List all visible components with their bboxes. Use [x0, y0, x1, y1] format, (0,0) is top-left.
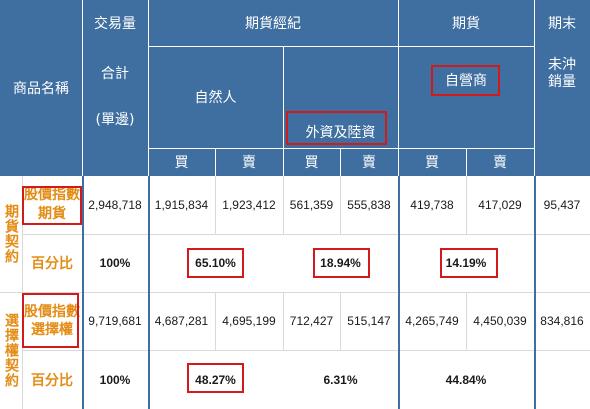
header-divider [283, 46, 284, 176]
header-divider [148, 0, 149, 176]
row-label-index-futures: 股價指數期貨 [24, 187, 80, 222]
volume-side-label: (單邊) [95, 112, 135, 128]
proprietary-label: 自營商 [445, 73, 487, 89]
header-foreign-sell: 賣 [340, 148, 398, 176]
col-divider [340, 176, 341, 234]
header-proprietary: 自營商 [398, 46, 534, 148]
futures-pct-open-interest [534, 234, 590, 292]
index-futures-natural-buy: 1,915,834 [148, 176, 215, 234]
index-futures-natural-sell: 1,923,412 [215, 176, 283, 234]
header-volume: 交易量 合計 (單邊) [82, 0, 148, 176]
highlight-box-futures-pct-foreign [313, 248, 370, 278]
open-interest-label: 未沖銷量 [548, 57, 576, 90]
col-divider [283, 176, 284, 234]
header-divider [340, 148, 341, 176]
index-options-natural-buy: 4,687,281 [148, 292, 215, 350]
header-divider [82, 0, 83, 176]
index-futures-foreign-sell: 555,838 [340, 176, 398, 234]
header-divider [215, 148, 216, 176]
foreign-mainland-label: 外資及陸資 [305, 125, 376, 141]
row-label-options-pct: 百分比 [31, 372, 73, 389]
highlight-box-foreign-mainland [286, 111, 387, 145]
volume-total-label: 合計 [101, 66, 129, 82]
header-natural-sell: 賣 [215, 148, 283, 176]
col-divider [283, 292, 284, 350]
index-options-open-interest: 834,816 [534, 292, 590, 350]
index-options-total: 9,719,681 [82, 292, 148, 350]
highlight-box-futures-pct-natural [187, 248, 244, 278]
futures-broker-label: 期貨經紀 [245, 16, 301, 32]
index-futures-foreign-buy: 561,359 [283, 176, 340, 234]
highlight-box-index-options [22, 293, 79, 348]
futures-pct-prop: 14.19% [398, 234, 534, 292]
index-options-natural-sell: 4,695,199 [215, 292, 283, 350]
index-futures-prop-sell: 417,029 [466, 176, 534, 234]
col-divider [215, 292, 216, 350]
futures-pct-natural: 65.10% [148, 234, 283, 292]
index-options-foreign-buy: 712,427 [283, 292, 340, 350]
header-divider [148, 46, 534, 47]
row-divider [0, 292, 590, 293]
col-divider [466, 292, 467, 350]
header-futures-broker: 期貨經紀 [148, 0, 398, 46]
row-divider [22, 234, 590, 235]
index-options-prop-buy: 4,265,749 [398, 292, 466, 350]
header-prop-sell: 賣 [466, 148, 534, 176]
col-divider [215, 176, 216, 234]
header-divider [148, 148, 534, 149]
group-options-contract: 選擇權契約 [3, 313, 19, 388]
futures-pct-foreign: 18.94% [283, 234, 398, 292]
header-product-name: 商品名稱 [0, 0, 82, 176]
highlight-box-proprietary [431, 65, 500, 96]
highlight-box-index-futures [22, 186, 82, 225]
col-divider-blue [82, 176, 84, 409]
highlight-box-futures-pct-prop [440, 248, 498, 278]
header-divider [534, 0, 535, 176]
header-foreign-buy: 買 [283, 148, 340, 176]
header-futures: 期貨 [398, 0, 534, 46]
options-pct-foreign: 6.31% [283, 350, 398, 409]
header-divider [398, 0, 399, 176]
header-divider [466, 148, 467, 176]
futures-pct-total: 100% [82, 234, 148, 292]
group-futures-contract: 期貨契約 [3, 204, 19, 264]
options-pct-natural: 48.27% [148, 350, 283, 409]
col-divider-blue [534, 176, 536, 409]
col-divider-blue [148, 176, 150, 409]
col-divider [22, 176, 23, 409]
col-divider-blue [398, 176, 400, 409]
period-end-label: 期末 [548, 16, 576, 32]
highlight-box-options-pct-natural [187, 363, 244, 393]
index-options-foreign-sell: 515,147 [340, 292, 398, 350]
index-options-prop-sell: 4,450,039 [466, 292, 534, 350]
row-label-index-options: 股價指數選擇權 [24, 304, 80, 338]
index-futures-total: 2,948,718 [82, 176, 148, 234]
col-divider [340, 292, 341, 350]
index-futures-open-interest: 95,437 [534, 176, 590, 234]
options-pct-open-interest [534, 350, 590, 409]
header-natural-person: 自然人 [148, 46, 283, 148]
row-label-futures-pct: 百分比 [31, 256, 73, 272]
options-pct-total: 100% [82, 350, 148, 409]
volume-title: 交易量 [94, 16, 136, 32]
product-name-label: 商品名稱 [13, 81, 69, 97]
header-natural-buy: 買 [148, 148, 215, 176]
col-divider [466, 176, 467, 234]
index-futures-prop-buy: 419,738 [398, 176, 466, 234]
header-period-end: 期末 未沖銷量 [534, 0, 590, 176]
futures-label: 期貨 [452, 16, 480, 32]
header-prop-buy: 買 [398, 148, 466, 176]
header-foreign-mainland: 外資及陸資 [283, 46, 398, 148]
row-divider [22, 350, 590, 351]
options-pct-prop: 44.84% [398, 350, 534, 409]
natural-person-label: 自然人 [194, 90, 237, 106]
